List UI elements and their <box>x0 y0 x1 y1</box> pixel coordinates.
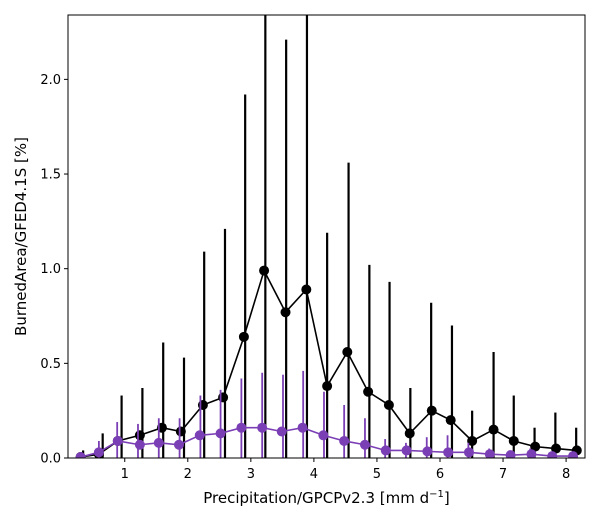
data-point <box>173 439 184 450</box>
data-point <box>359 439 370 450</box>
data-point <box>153 437 164 448</box>
data-point <box>276 426 287 437</box>
data-point <box>257 422 268 433</box>
data-point <box>194 430 205 441</box>
data-point <box>322 381 333 392</box>
data-point <box>463 447 474 458</box>
data-point <box>401 445 412 456</box>
x-tick-label: 2 <box>184 467 192 482</box>
y-tick-label: 0.5 <box>40 357 61 372</box>
data-point <box>467 435 478 446</box>
data-point <box>93 447 104 458</box>
data-point <box>301 284 312 295</box>
x-tick-label: 3 <box>247 467 255 482</box>
data-point <box>297 422 308 433</box>
data-point <box>404 428 415 439</box>
data-point <box>134 439 145 450</box>
data-point <box>445 415 456 426</box>
data-point <box>484 449 495 458</box>
x-tick-label: 7 <box>499 467 507 482</box>
data-point <box>259 265 270 276</box>
x-tick-label: 1 <box>121 467 129 482</box>
data-point <box>530 441 541 452</box>
data-point <box>318 430 329 441</box>
data-point <box>422 446 433 457</box>
x-tick-label: 6 <box>436 467 444 482</box>
y-tick-label: 2.0 <box>40 73 61 88</box>
data-point <box>134 430 145 441</box>
data-point <box>568 451 579 458</box>
data-point <box>547 451 558 458</box>
x-axis-label-superscript: −1 <box>429 489 444 500</box>
data-point <box>380 445 391 456</box>
data-point <box>550 443 561 454</box>
data-point <box>426 405 437 416</box>
axes-frame <box>67 14 586 459</box>
plot-area <box>75 15 582 458</box>
data-point <box>488 424 499 435</box>
x-tick-label: 4 <box>310 467 318 482</box>
data-point <box>383 399 394 410</box>
data-point <box>215 428 226 439</box>
y-axis-label: BurnedArea/GFED4.1S [%] <box>12 137 30 336</box>
data-point <box>175 426 186 437</box>
series-2 <box>75 370 579 458</box>
data-point <box>526 449 537 458</box>
y-axis: 0.0 0.5 1.0 1.5 2.0 <box>40 73 68 467</box>
data-point <box>339 435 350 446</box>
data-point <box>238 331 249 342</box>
y-tick-label: 0.0 <box>40 452 61 467</box>
x-tick-label: 5 <box>373 467 381 482</box>
data-point <box>218 392 229 403</box>
x-axis-label-main: Precipitation/GPCPv2.3 [mm d <box>203 489 429 507</box>
data-point <box>443 447 454 458</box>
y-tick-label: 1.0 <box>40 262 61 277</box>
data-point <box>505 450 516 458</box>
x-axis: 1 2 3 4 5 6 7 8 <box>121 458 570 482</box>
data-point <box>112 435 123 446</box>
x-axis-label-end: ] <box>444 489 450 507</box>
data-point <box>342 346 353 357</box>
data-point <box>280 307 291 318</box>
x-axis-label: Precipitation/GPCPv2.3 [mm d−1] <box>203 489 449 507</box>
data-point <box>236 422 247 433</box>
data-point <box>197 399 208 410</box>
x-tick-label: 8 <box>562 467 570 482</box>
data-point <box>508 435 519 446</box>
data-point <box>363 386 374 397</box>
data-point <box>75 452 86 458</box>
y-tick-label: 1.5 <box>40 168 61 183</box>
